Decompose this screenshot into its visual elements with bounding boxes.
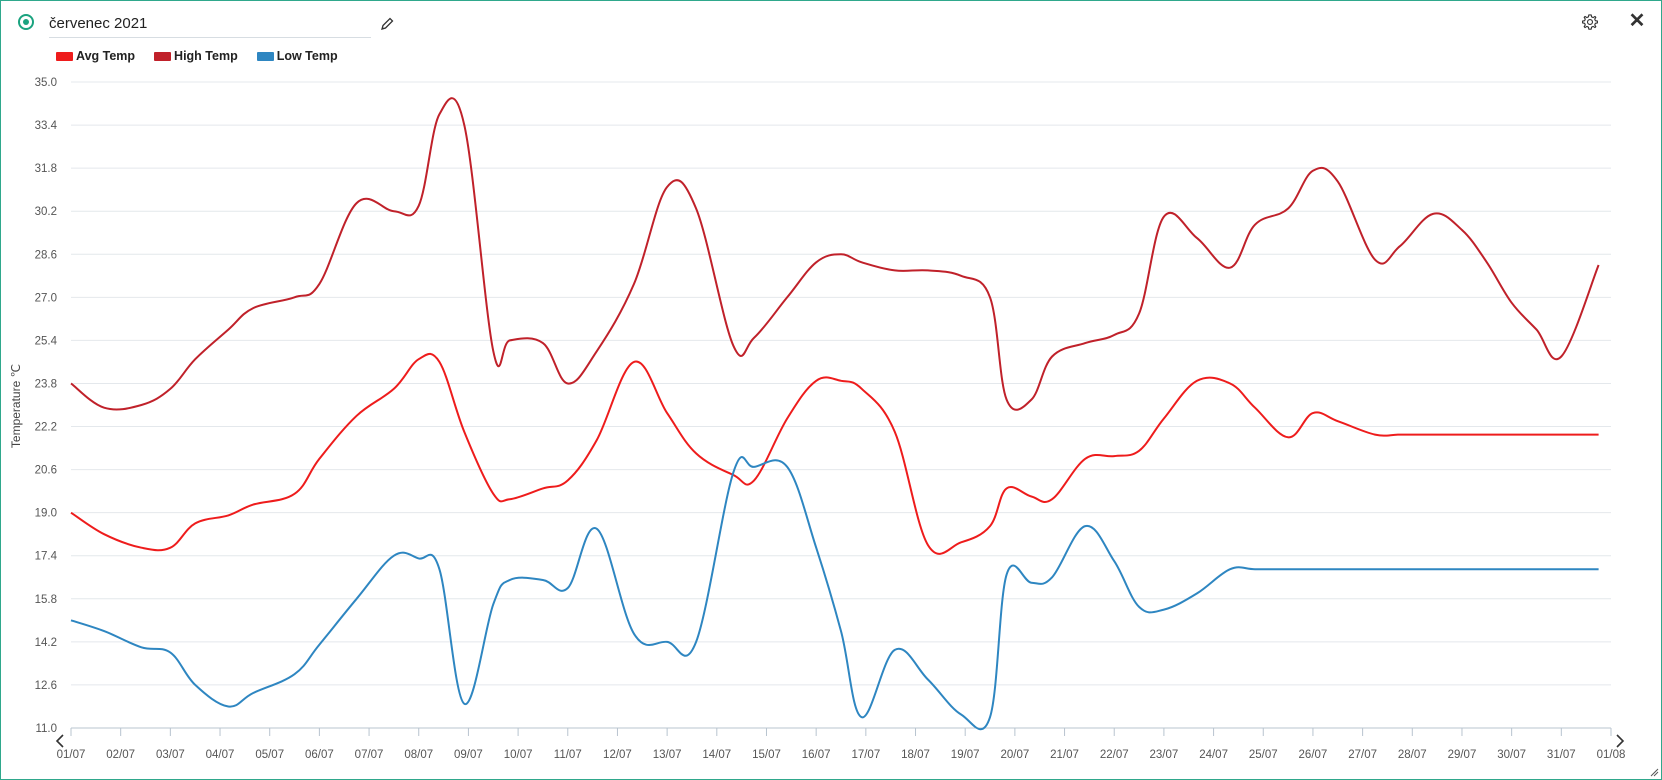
x-tick-label: 30/07	[1497, 749, 1526, 761]
x-tick-label: 22/07	[1100, 749, 1129, 761]
chart-header: červenec 2021 ✕	[1, 1, 1661, 45]
close-icon[interactable]: ✕	[1628, 10, 1646, 32]
prev-arrow-icon[interactable]	[55, 734, 64, 748]
x-tick-label: 14/07	[702, 749, 731, 761]
y-tick-label: 23.8	[35, 378, 57, 390]
legend-swatch-high	[154, 51, 172, 61]
x-tick-label: 10/07	[504, 749, 533, 761]
y-tick-label: 12.6	[35, 680, 57, 692]
y-tick-label: 19.0	[35, 508, 57, 520]
y-tick-label: 35.0	[35, 77, 57, 89]
x-tick-label: 06/07	[305, 749, 334, 761]
x-tick-label: 05/07	[255, 749, 284, 761]
legend-item-high-temp[interactable]: High Temp	[154, 49, 238, 63]
y-tick-label: 30.2	[35, 206, 57, 218]
series-line-low-temp[interactable]	[70, 456, 1599, 731]
x-tick-label: 09/07	[454, 749, 483, 761]
y-tick-label: 14.2	[35, 637, 57, 649]
x-tick-label: 25/07	[1249, 749, 1278, 761]
x-tick-label: 07/07	[355, 749, 384, 761]
x-tick-label: 08/07	[404, 749, 433, 761]
series-line-avg-temp[interactable]	[70, 352, 1599, 555]
x-tick-label: 26/07	[1299, 749, 1328, 761]
resize-handle-icon[interactable]	[1649, 767, 1659, 777]
status-radio-icon[interactable]	[18, 14, 34, 30]
x-tick-label: 01/07	[57, 749, 86, 761]
legend-swatch-avg	[56, 51, 73, 61]
x-tick-label: 29/07	[1448, 749, 1477, 761]
x-tick-label: 21/07	[1050, 749, 1079, 761]
series-lines	[70, 97, 1600, 731]
gear-icon[interactable]	[1581, 13, 1599, 31]
x-tick-label: 27/07	[1348, 749, 1377, 761]
y-tick-label: 15.8	[35, 594, 57, 606]
x-tick-label: 20/07	[1000, 749, 1029, 761]
y-tick-label: 11.0	[35, 723, 57, 735]
x-tick-label: 15/07	[752, 749, 781, 761]
y-tick-label: 31.8	[35, 163, 57, 175]
legend-label: Low Temp	[276, 49, 338, 63]
chart-legend: Avg Temp High Temp Low Temp	[56, 48, 357, 64]
y-tick-label: 27.0	[35, 292, 57, 304]
legend-item-avg-temp[interactable]: Avg Temp	[56, 49, 135, 63]
next-arrow-icon[interactable]	[1616, 734, 1625, 748]
x-tick-label: 03/07	[156, 749, 185, 761]
x-axis-ticks: 01/07 02/07 03/07 04/07 05/07 06/07 07/07 08/07…	[57, 728, 1626, 761]
x-tick-label: 16/07	[802, 749, 831, 761]
y-tick-label: 25.4	[35, 335, 58, 347]
legend-label: Avg Temp	[76, 49, 136, 63]
legend-swatch-low	[256, 51, 274, 61]
x-tick-label: 18/07	[901, 749, 930, 761]
y-tick-label: 20.6	[35, 465, 57, 477]
x-tick-label: 19/07	[951, 749, 980, 761]
y-tick-label: 17.4	[35, 551, 58, 563]
x-tick-label: 24/07	[1199, 749, 1228, 761]
pencil-icon[interactable]	[379, 16, 395, 32]
series-line-high-temp[interactable]	[70, 97, 1600, 411]
x-tick-label: 23/07	[1150, 749, 1179, 761]
x-tick-label: 01/08	[1597, 749, 1626, 761]
x-tick-label: 31/07	[1547, 749, 1576, 761]
title-field[interactable]: červenec 2021	[49, 10, 371, 38]
legend-label: High Temp	[174, 49, 238, 63]
x-tick-label: 28/07	[1398, 749, 1427, 761]
x-tick-label: 13/07	[653, 749, 682, 761]
x-tick-label: 04/07	[206, 749, 235, 761]
status-radio-dot	[23, 19, 29, 25]
y-tick-label: 33.4	[35, 120, 58, 132]
chart-title: červenec 2021	[49, 15, 148, 32]
y-axis-label: Temperature ℃	[9, 364, 23, 448]
legend-item-low-temp[interactable]: Low Temp	[256, 49, 338, 63]
x-tick-label: 12/07	[603, 749, 632, 761]
y-axis-ticks: 35.0 33.4 31.8 30.2 28.6 27.0 25.4 23.8 22.2 20.6…	[35, 77, 58, 735]
y-tick-label: 28.6	[35, 249, 57, 261]
y-tick-label: 22.2	[35, 422, 57, 434]
x-tick-label: 02/07	[106, 749, 135, 761]
x-tick-label: 17/07	[851, 749, 880, 761]
x-tick-label: 11/07	[554, 749, 582, 761]
